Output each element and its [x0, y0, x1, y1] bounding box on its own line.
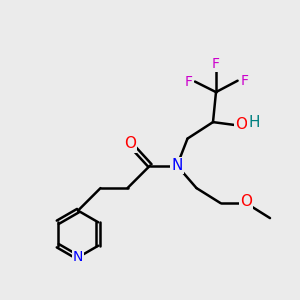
Text: O: O: [235, 117, 247, 132]
Text: O: O: [240, 194, 252, 209]
Text: O: O: [124, 136, 136, 152]
Text: F: F: [240, 74, 248, 88]
Text: H: H: [248, 115, 260, 130]
Text: F: F: [212, 57, 220, 71]
Text: F: F: [184, 75, 192, 88]
Text: N: N: [171, 158, 183, 173]
Text: N: N: [73, 250, 83, 264]
